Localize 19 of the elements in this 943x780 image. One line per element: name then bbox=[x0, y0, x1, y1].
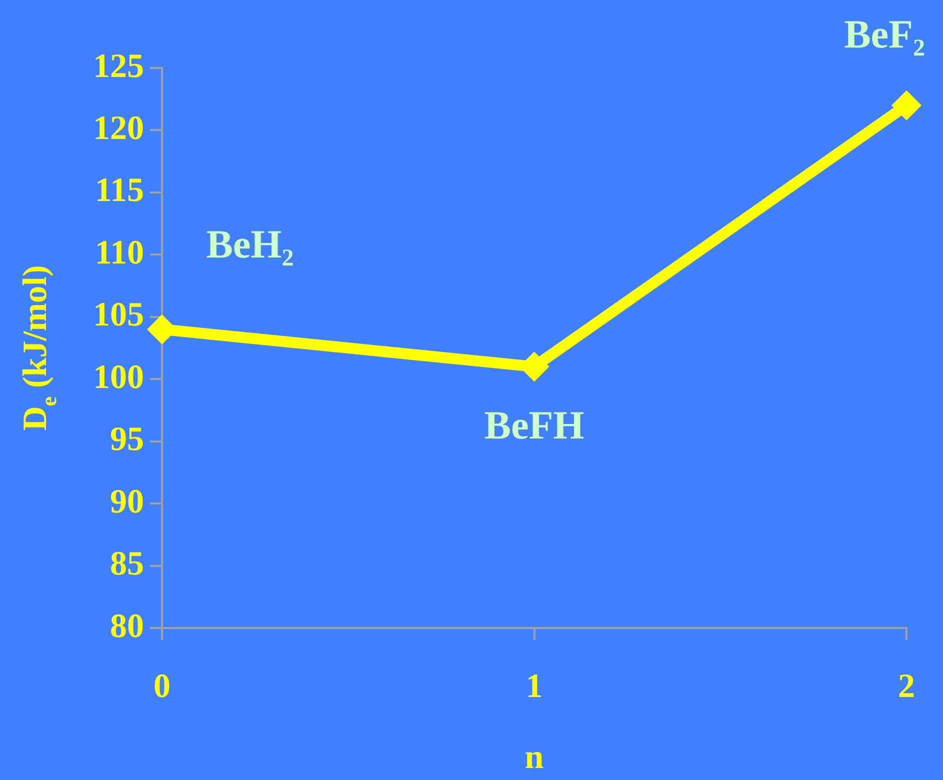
y-tick-label: 90 bbox=[110, 483, 144, 520]
y-tick-label: 95 bbox=[110, 421, 144, 458]
y-tick-label: 100 bbox=[93, 358, 144, 396]
point bbox=[892, 90, 922, 120]
annotation: BeF₂ bbox=[844, 11, 925, 56]
x-axis-title: n bbox=[524, 739, 544, 776]
y-tick-label: 80 bbox=[110, 608, 144, 645]
x-tick-label: 1 bbox=[526, 668, 543, 706]
y-tick-label: 85 bbox=[110, 546, 144, 583]
annotation: BeH₂ bbox=[206, 221, 294, 266]
y-axis-title: De (kJ/mol) bbox=[17, 265, 62, 431]
x-tick-label: 2 bbox=[898, 668, 915, 706]
y-tick-label: 125 bbox=[93, 48, 144, 85]
y-tick-label: 110 bbox=[94, 234, 144, 272]
y-tick-label: 105 bbox=[93, 296, 144, 334]
annotation: BeFH bbox=[484, 402, 584, 448]
y-tick-label: 115 bbox=[94, 172, 144, 210]
x-tick-label: 0 bbox=[154, 668, 170, 706]
y-tick-label: 120 bbox=[93, 110, 144, 148]
